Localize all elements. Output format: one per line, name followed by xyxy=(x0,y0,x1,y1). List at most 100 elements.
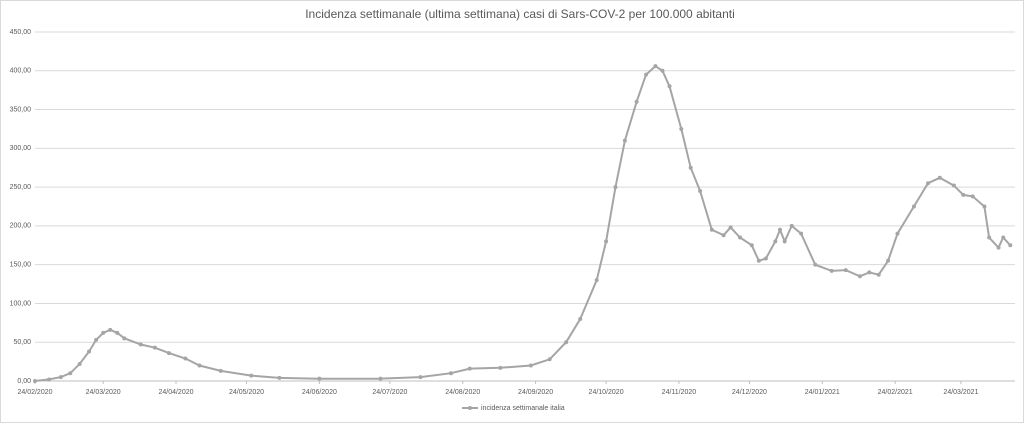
chart-title: Incidenza settimanale (ultima settimana)… xyxy=(305,7,735,21)
point xyxy=(867,270,872,275)
point xyxy=(926,181,931,186)
point xyxy=(653,64,658,69)
y-tick-label: 250,00 xyxy=(10,184,32,191)
point xyxy=(876,272,881,277)
point xyxy=(622,138,627,143)
point xyxy=(604,239,609,244)
point xyxy=(1001,235,1006,240)
x-tick-label: 24/06/2020 xyxy=(302,389,337,396)
point xyxy=(166,351,171,356)
point xyxy=(857,274,862,279)
y-tick-label: 100,00 xyxy=(10,300,32,307)
point xyxy=(33,379,37,383)
point xyxy=(688,165,693,170)
point xyxy=(756,258,761,263)
series-line xyxy=(34,64,1012,382)
point xyxy=(564,340,569,345)
point xyxy=(578,316,583,321)
x-tick-label: 24/05/2020 xyxy=(229,389,264,396)
point xyxy=(813,262,818,267)
point xyxy=(122,336,127,341)
x-tick-label: 24/08/2020 xyxy=(445,389,480,396)
point xyxy=(738,235,743,240)
point xyxy=(773,239,778,244)
legend-marker xyxy=(468,406,472,410)
x-tick-label: 24/01/2021 xyxy=(805,389,840,396)
point xyxy=(937,175,942,180)
point xyxy=(498,365,503,370)
point xyxy=(996,245,1001,250)
point xyxy=(183,356,188,361)
x-tick-label: 24/03/2020 xyxy=(86,389,121,396)
y-tick-label: 300,00 xyxy=(10,145,32,152)
point xyxy=(249,373,254,378)
point xyxy=(418,375,423,380)
point xyxy=(277,375,282,380)
point xyxy=(152,345,157,350)
x-tick-label: 24/10/2020 xyxy=(589,389,624,396)
point xyxy=(634,99,639,104)
point xyxy=(660,68,665,73)
x-tick-label: 24/07/2020 xyxy=(372,389,407,396)
point xyxy=(218,368,223,373)
point xyxy=(68,371,73,376)
point xyxy=(789,223,794,228)
point xyxy=(886,258,891,263)
point xyxy=(782,239,787,244)
point xyxy=(108,327,113,332)
y-tick-label: 150,00 xyxy=(10,262,32,269)
point xyxy=(58,375,63,380)
point xyxy=(987,235,992,240)
point xyxy=(378,376,383,381)
point xyxy=(679,126,684,131)
point xyxy=(843,268,848,273)
point xyxy=(448,371,453,376)
point xyxy=(87,349,92,354)
point xyxy=(728,225,733,230)
point xyxy=(698,188,703,193)
point xyxy=(667,84,672,89)
point xyxy=(982,204,987,209)
y-tick-label: 450,00 xyxy=(10,29,32,36)
point xyxy=(613,185,618,190)
point xyxy=(777,227,782,232)
legend-label: incidenza settimanale italia xyxy=(481,405,565,412)
point xyxy=(528,363,533,368)
x-tick-label: 24/11/2020 xyxy=(662,389,697,396)
y-tick-label: 350,00 xyxy=(10,106,32,113)
point xyxy=(709,227,714,232)
point xyxy=(101,330,106,335)
point xyxy=(951,183,956,188)
point xyxy=(467,366,472,371)
x-tick-label: 24/04/2020 xyxy=(158,389,193,396)
point xyxy=(547,357,552,362)
point xyxy=(94,337,99,342)
y-tick-label: 50,00 xyxy=(13,339,31,346)
y-tick-label: 200,00 xyxy=(10,223,32,230)
point xyxy=(47,377,52,382)
point xyxy=(970,194,975,199)
point xyxy=(1008,243,1013,248)
x-tick-label: 24/12/2020 xyxy=(732,389,767,396)
point xyxy=(961,192,966,197)
y-tick-label: 400,00 xyxy=(10,68,32,75)
x-tick-label: 24/02/2020 xyxy=(17,389,52,396)
y-tick-label: 0,00 xyxy=(17,378,31,385)
point xyxy=(799,231,804,236)
point xyxy=(911,204,916,209)
point xyxy=(721,233,726,238)
point xyxy=(749,243,754,248)
point xyxy=(115,330,120,335)
x-tick-label: 24/09/2020 xyxy=(518,389,553,396)
x-tick-label: 24/02/2021 xyxy=(878,389,913,396)
point xyxy=(895,231,900,236)
point xyxy=(829,268,834,273)
point xyxy=(763,256,768,261)
point xyxy=(594,278,599,283)
x-tick-label: 24/03/2021 xyxy=(943,389,978,396)
point xyxy=(317,376,322,381)
point xyxy=(138,342,143,347)
point xyxy=(644,72,649,77)
